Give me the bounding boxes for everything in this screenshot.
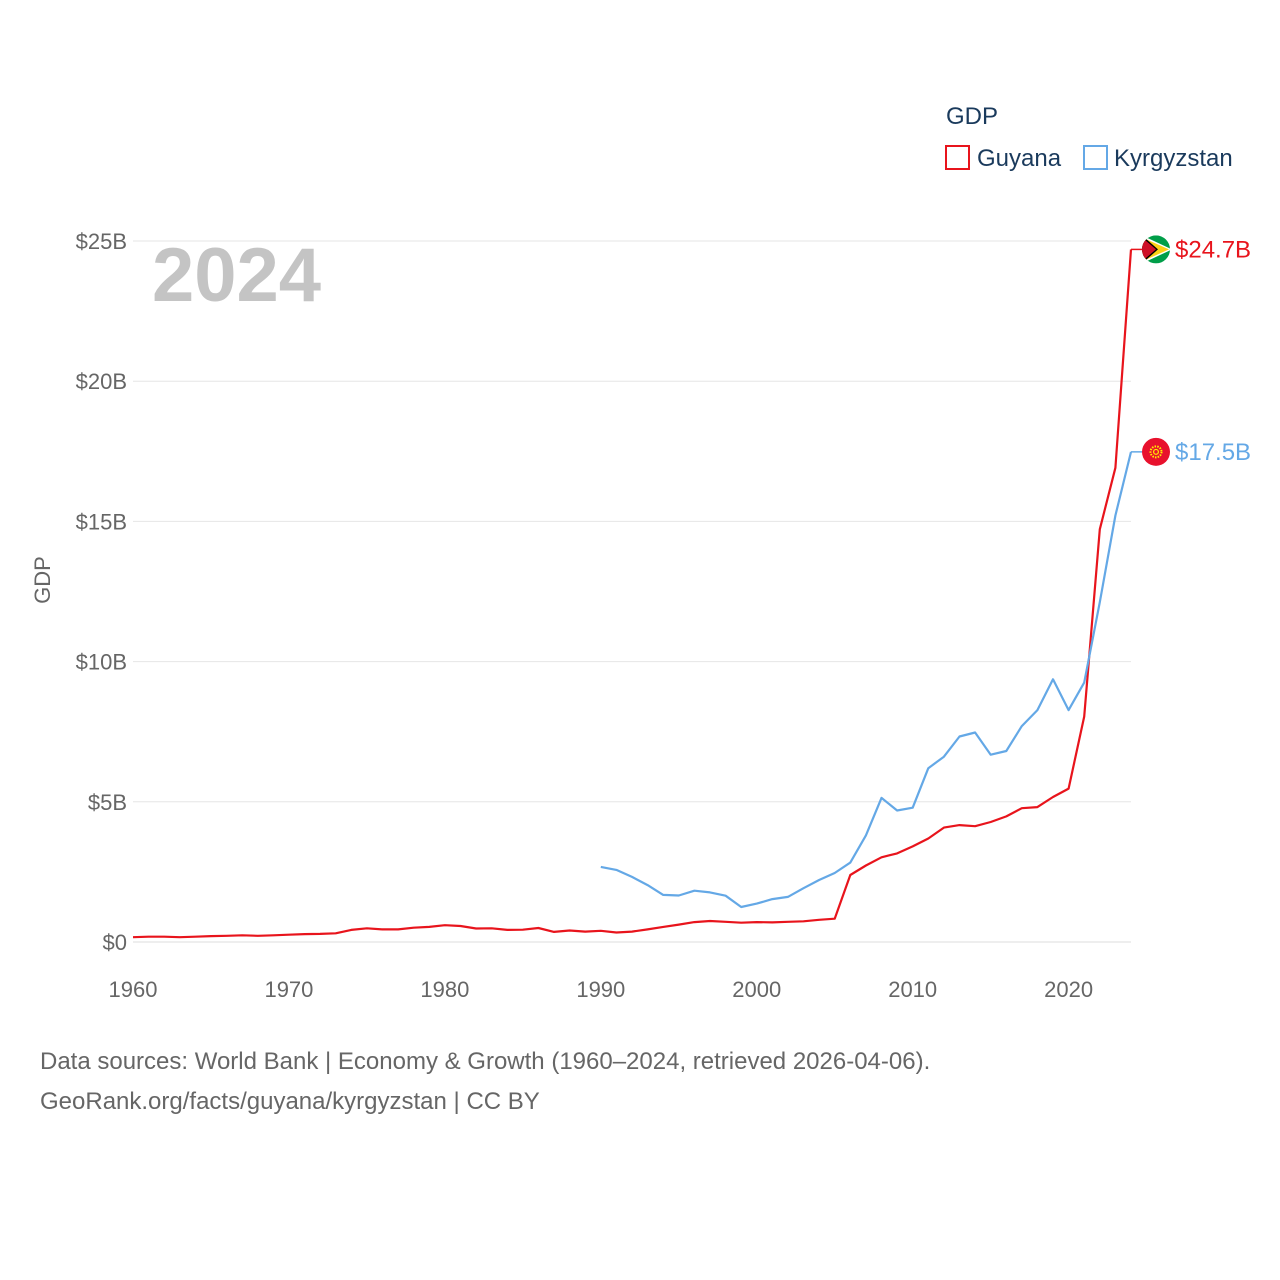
x-tick-label: 1970 — [264, 977, 313, 1002]
x-tick-label: 1960 — [109, 977, 158, 1002]
legend-swatch-guyana[interactable] — [945, 145, 970, 170]
x-tick-label: 1990 — [576, 977, 625, 1002]
x-tick-label: 1980 — [420, 977, 469, 1002]
source-link[interactable]: GeoRank.org/facts/guyana/kyrgyzstan | CC… — [40, 1088, 540, 1115]
y-tick-label: $25B — [76, 229, 127, 254]
legend-title: GDP — [946, 103, 998, 130]
series-line-kyrgyzstan — [600, 451, 1133, 909]
y-tick-label: $15B — [76, 509, 127, 534]
gdp-line-chart: $0 $5B $10B $15B $20B $25B 1960 1970 1980 1990 20… — [30, 103, 1251, 1002]
data-source-footer: Data sources: World Bank | Economy & Gro… — [40, 1042, 930, 1122]
x-tick-label: 2010 — [888, 977, 937, 1002]
legend: GDP Guyana Kyrgyzstan — [945, 103, 1233, 172]
kyrgyzstan-flag-icon — [1142, 437, 1170, 466]
guyana-flag-icon — [1142, 235, 1170, 264]
y-tick-label: $10B — [76, 650, 127, 675]
guyana-end-marker: $24.7B — [1131, 235, 1251, 264]
kyrgyzstan-end-label: $17.5B — [1175, 439, 1251, 466]
series-line-guyana — [132, 249, 1133, 939]
legend-label-kyrgyzstan[interactable]: Kyrgyzstan — [1114, 145, 1233, 172]
year-label: 2024 — [152, 233, 321, 318]
grid-lines — [133, 240, 1131, 943]
x-tick-label: 2000 — [732, 977, 781, 1002]
y-axis-title: GDP — [30, 556, 55, 604]
y-tick-label: $20B — [76, 369, 127, 394]
y-tick-label: $0 — [103, 930, 127, 955]
legend-swatch-kyrgyzstan[interactable] — [1083, 145, 1108, 170]
series-lines — [132, 249, 1133, 939]
y-tick-label: $5B — [88, 790, 127, 815]
legend-label-guyana[interactable]: Guyana — [977, 145, 1062, 172]
x-tick-label: 2020 — [1044, 977, 1093, 1002]
y-axis-ticks: $0 $5B $10B $15B $20B $25B — [76, 229, 127, 955]
source-line: Data sources: World Bank | Economy & Gro… — [40, 1048, 931, 1075]
kyrgyzstan-end-marker: $17.5B — [1131, 437, 1251, 466]
x-axis-ticks: 1960 1970 1980 1990 2000 2010 2020 — [109, 977, 1094, 1002]
guyana-end-label: $24.7B — [1175, 236, 1251, 263]
